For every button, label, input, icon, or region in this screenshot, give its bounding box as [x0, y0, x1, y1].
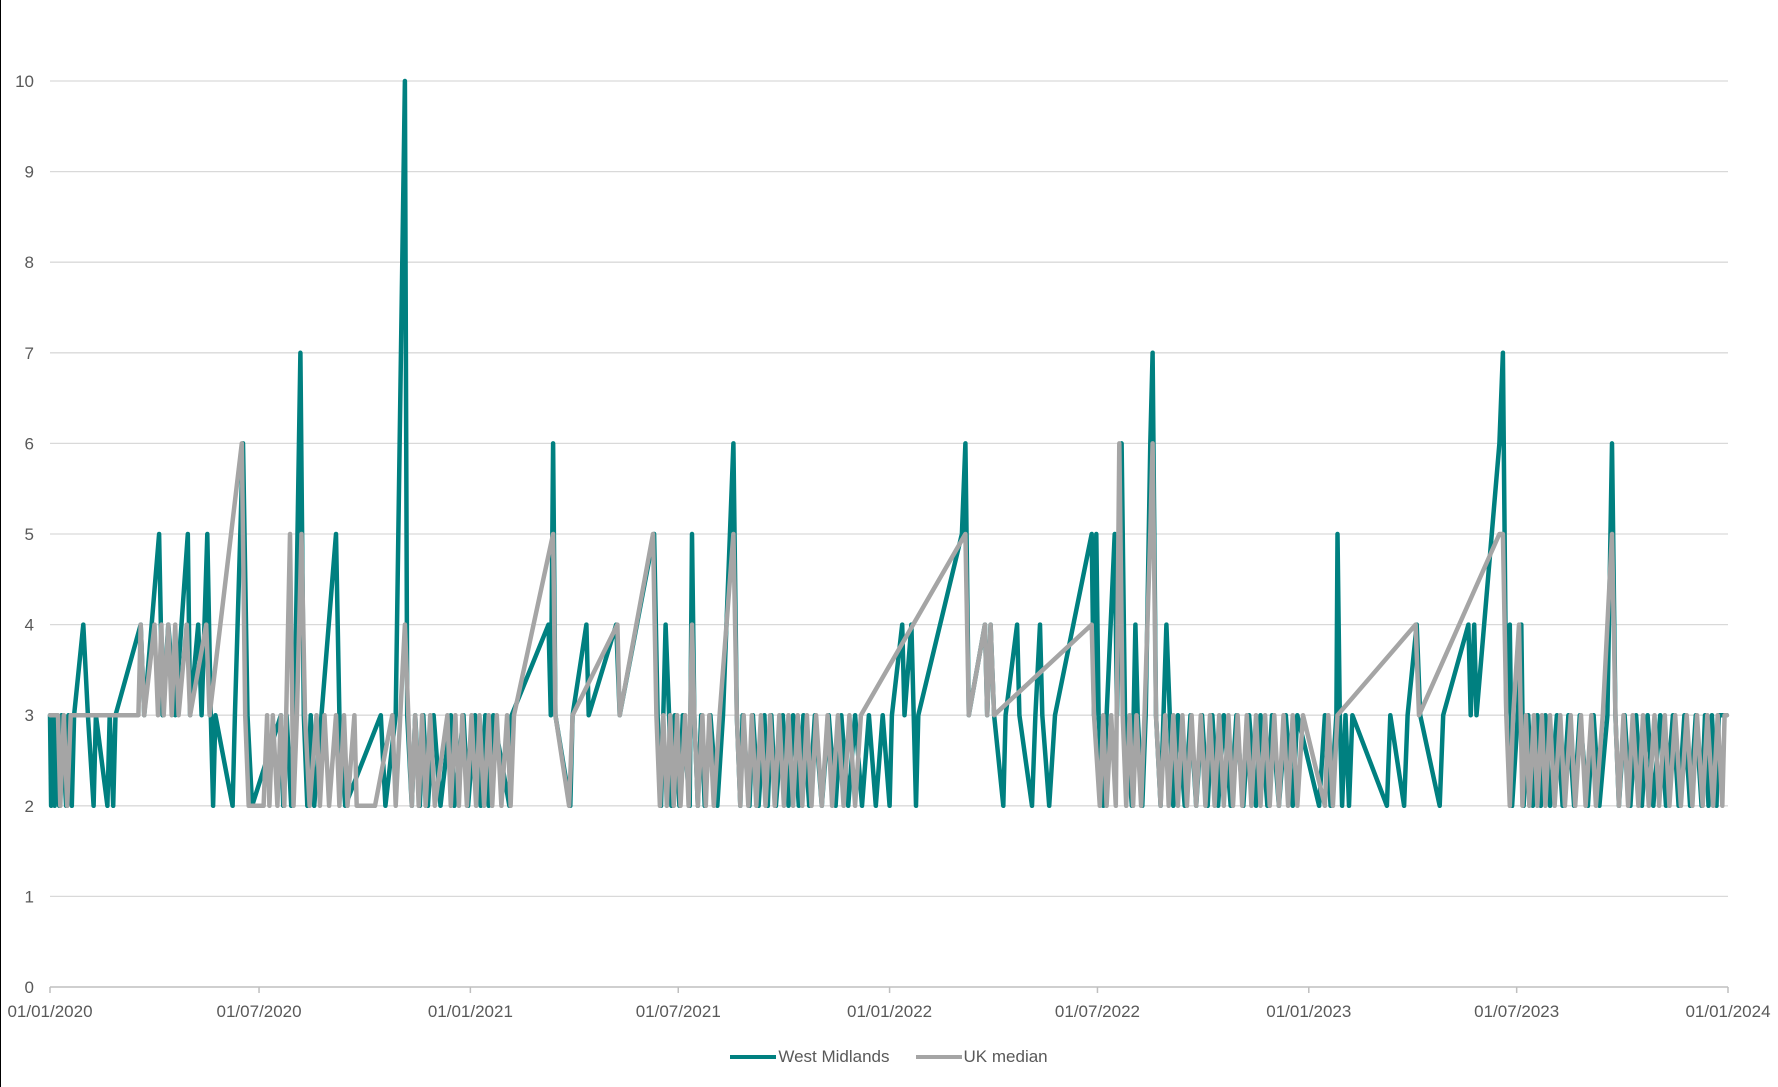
- series-line-uk-median: [47, 441, 1730, 809]
- y-tick-label: 1: [25, 887, 34, 906]
- x-tick-label: 01/07/2020: [216, 1002, 301, 1021]
- x-tick-label: 01/07/2021: [636, 1002, 721, 1021]
- legend-swatch-west-midlands: [730, 1055, 777, 1059]
- gridlines: [50, 80, 1728, 898]
- y-tick-label: 3: [25, 706, 34, 725]
- y-tick-label: 0: [25, 978, 34, 997]
- y-tick-label: 5: [25, 525, 34, 544]
- x-axis: [49, 986, 1729, 993]
- x-tick-label: 01/01/2020: [7, 1002, 92, 1021]
- legend-item-west-midlands: West Midlands: [730, 1044, 890, 1070]
- y-tick-label: 4: [25, 616, 34, 635]
- legend-swatch-uk-median: [915, 1055, 962, 1059]
- x-tick-label: 01/01/2024: [1685, 1002, 1770, 1021]
- y-tick-label: 9: [25, 163, 34, 182]
- y-tick-label: 10: [15, 72, 34, 91]
- series-lines: [47, 78, 1730, 809]
- x-tick-label: 01/01/2023: [1266, 1002, 1351, 1021]
- legend-label-west-midlands: West Midlands: [778, 1047, 890, 1066]
- x-tick-label: 01/01/2022: [847, 1002, 932, 1021]
- x-tick-label: 01/07/2022: [1055, 1002, 1140, 1021]
- left-border: [0, 0, 1, 1087]
- legend: West Midlands UK median: [0, 1044, 1778, 1070]
- legend-label-uk-median: UK median: [963, 1047, 1048, 1066]
- y-axis-tick-labels: 0 1 2 3 4 5 6 7 8 9 10: [15, 72, 34, 997]
- y-tick-label: 2: [25, 797, 34, 816]
- y-tick-label: 6: [25, 434, 34, 453]
- legend-item-uk-median: UK median: [915, 1044, 1048, 1070]
- y-tick-label: 7: [25, 344, 34, 363]
- y-tick-label: 8: [25, 253, 34, 272]
- x-tick-label: 01/01/2021: [428, 1002, 513, 1021]
- x-axis-tick-labels: 01/01/2020 01/07/2020 01/01/2021 01/07/2021…: [7, 1002, 1770, 1021]
- x-tick-label: 01/07/2023: [1474, 1002, 1559, 1021]
